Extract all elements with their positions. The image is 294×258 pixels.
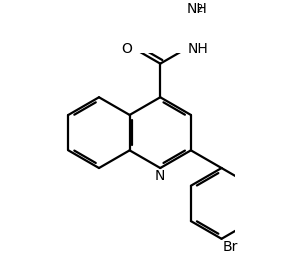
Text: O: O [121,42,132,56]
Text: NH: NH [187,2,208,16]
Text: Br: Br [223,240,238,254]
Text: 2: 2 [196,4,202,14]
Text: NH: NH [188,42,208,56]
Text: N: N [155,169,166,183]
